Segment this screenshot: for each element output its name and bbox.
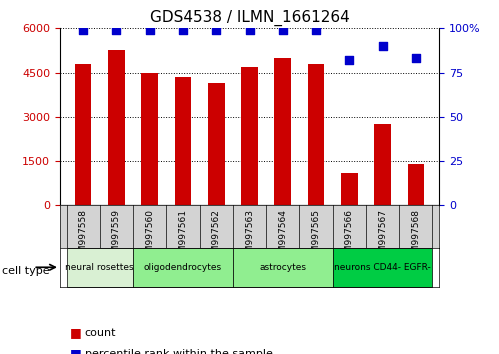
Bar: [141, 73, 158, 205]
Bar: [408, 164, 424, 205]
Point: [412, 56, 420, 61]
Text: GSM997566: GSM997566: [345, 209, 354, 264]
Text: oligodendrocytes: oligodendrocytes: [144, 263, 222, 272]
Text: neurons CD44- EGFR-: neurons CD44- EGFR-: [334, 263, 431, 272]
Bar: [108, 51, 125, 205]
FancyBboxPatch shape: [66, 248, 133, 287]
Point: [212, 27, 220, 33]
FancyBboxPatch shape: [133, 248, 233, 287]
FancyBboxPatch shape: [333, 248, 433, 287]
Point: [312, 27, 320, 33]
Text: neural rosettes: neural rosettes: [65, 263, 134, 272]
Bar: [308, 64, 324, 205]
Text: GSM997560: GSM997560: [145, 209, 154, 264]
Bar: [374, 124, 391, 205]
Point: [79, 27, 87, 33]
Point: [345, 57, 353, 63]
Bar: [241, 67, 258, 205]
Text: GSM997558: GSM997558: [79, 209, 88, 264]
Point: [112, 27, 120, 33]
Point: [379, 43, 387, 49]
Text: GSM997563: GSM997563: [245, 209, 254, 264]
Text: ■: ■: [70, 348, 82, 354]
Bar: [175, 77, 191, 205]
Text: cell type: cell type: [2, 266, 50, 276]
Text: GSM997568: GSM997568: [411, 209, 420, 264]
Bar: [75, 64, 91, 205]
Text: GSM997565: GSM997565: [311, 209, 320, 264]
Bar: [208, 83, 225, 205]
Text: count: count: [85, 328, 116, 338]
Bar: [274, 58, 291, 205]
Text: ■: ■: [70, 326, 82, 339]
Text: GSM997567: GSM997567: [378, 209, 387, 264]
Point: [146, 27, 154, 33]
Point: [279, 27, 287, 33]
FancyBboxPatch shape: [233, 248, 333, 287]
Text: GSM997561: GSM997561: [179, 209, 188, 264]
Text: percentile rank within the sample: percentile rank within the sample: [85, 349, 273, 354]
Title: GDS4538 / ILMN_1661264: GDS4538 / ILMN_1661264: [150, 9, 349, 25]
Text: GSM997564: GSM997564: [278, 209, 287, 264]
Text: astrocytes: astrocytes: [259, 263, 306, 272]
Point: [246, 27, 253, 33]
Point: [179, 27, 187, 33]
Text: GSM997562: GSM997562: [212, 209, 221, 264]
Text: GSM997559: GSM997559: [112, 209, 121, 264]
Bar: [341, 173, 358, 205]
